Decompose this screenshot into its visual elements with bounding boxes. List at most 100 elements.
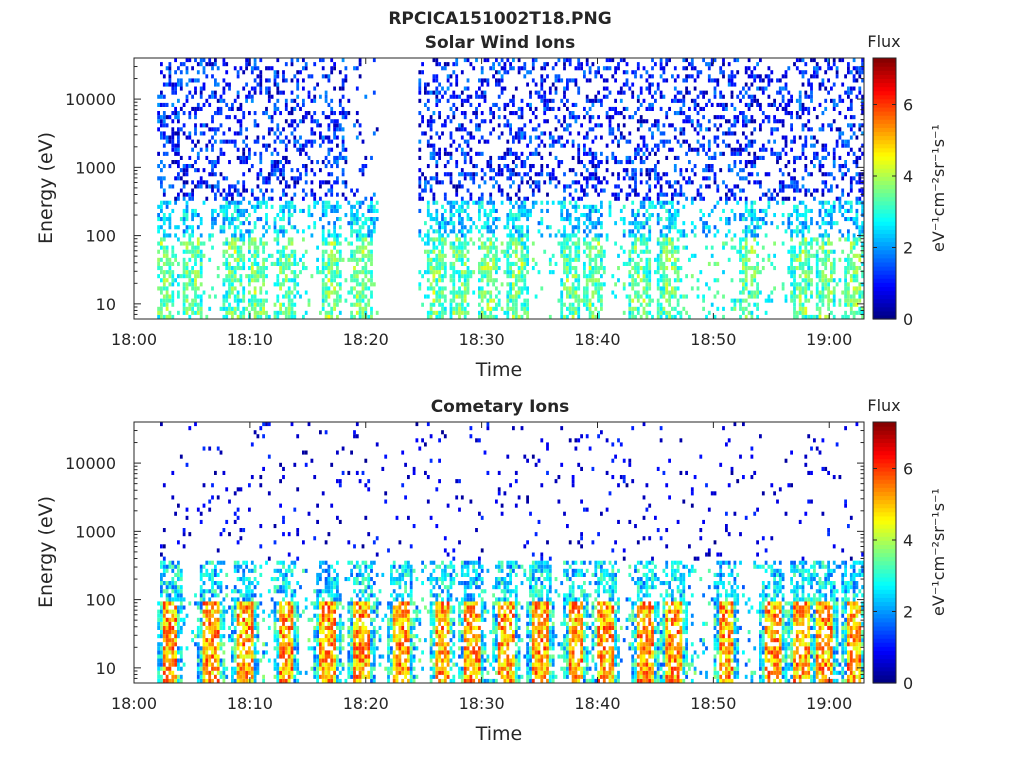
flux-cell bbox=[160, 237, 163, 242]
flux-cell bbox=[744, 233, 748, 238]
flux-cell bbox=[608, 208, 612, 213]
flux-cell bbox=[174, 82, 177, 87]
flux-cell bbox=[353, 278, 356, 283]
flux-cell bbox=[801, 221, 805, 226]
flux-cell bbox=[324, 274, 328, 279]
flux-cell bbox=[435, 102, 439, 107]
flux-cell bbox=[336, 200, 339, 205]
flux-cell bbox=[287, 266, 291, 271]
flux-cell bbox=[214, 217, 217, 222]
flux-cell bbox=[608, 200, 612, 205]
flux-cell bbox=[639, 221, 643, 226]
flux-cell bbox=[588, 147, 592, 152]
flux-cell bbox=[554, 78, 558, 83]
flux-cell bbox=[594, 151, 598, 156]
flux-cell bbox=[449, 278, 453, 283]
flux-cell bbox=[199, 310, 203, 315]
flux-cell bbox=[696, 278, 700, 283]
flux-cell bbox=[426, 278, 430, 283]
flux-cell bbox=[231, 282, 234, 287]
flux-cell bbox=[304, 266, 308, 271]
flux-cell bbox=[767, 66, 771, 71]
flux-cell bbox=[540, 164, 544, 169]
flux-cell bbox=[804, 213, 808, 218]
flux-cell bbox=[174, 257, 177, 262]
flux-cell bbox=[722, 102, 725, 107]
flux-cell bbox=[293, 180, 297, 185]
flux-cell bbox=[353, 266, 356, 271]
flux-cell bbox=[747, 249, 751, 254]
flux-cell bbox=[475, 106, 478, 111]
flux-cell bbox=[526, 82, 529, 87]
flux-cell bbox=[208, 58, 212, 63]
flux-cell bbox=[194, 106, 197, 111]
flux-cell bbox=[424, 176, 427, 181]
flux-cell bbox=[568, 261, 572, 266]
flux-cell bbox=[725, 192, 728, 197]
flux-cell bbox=[713, 176, 717, 181]
flux-cell bbox=[284, 204, 288, 209]
flux-cell bbox=[563, 233, 566, 238]
flux-cell bbox=[296, 86, 300, 91]
flux-cell bbox=[299, 257, 302, 262]
flux-cell bbox=[256, 249, 260, 254]
flux-cell bbox=[162, 249, 166, 254]
flux-cell bbox=[233, 245, 237, 250]
flux-cell bbox=[594, 70, 598, 75]
flux-cell bbox=[750, 274, 754, 279]
flux-cell bbox=[509, 176, 512, 181]
flux-cell bbox=[645, 237, 649, 242]
flux-cell bbox=[509, 245, 512, 250]
flux-cell bbox=[671, 290, 674, 295]
flux-cell bbox=[324, 261, 328, 266]
flux-cell bbox=[441, 225, 444, 230]
flux-cell bbox=[551, 176, 555, 181]
flux-cell bbox=[710, 208, 714, 213]
flux-cell bbox=[716, 278, 720, 283]
flux-cell bbox=[214, 172, 217, 177]
flux-cell bbox=[761, 119, 765, 124]
flux-cell bbox=[730, 188, 734, 193]
flux-cell bbox=[259, 237, 263, 242]
flux-cell bbox=[426, 314, 430, 319]
flux-cell bbox=[685, 274, 688, 279]
flux-cell bbox=[361, 164, 365, 169]
flux-cell bbox=[690, 66, 694, 71]
flux-cell bbox=[804, 278, 808, 283]
flux-cell bbox=[290, 131, 294, 136]
flux-cell bbox=[372, 131, 376, 136]
flux-cell bbox=[517, 58, 521, 63]
flux-cell bbox=[355, 86, 359, 91]
flux-cell bbox=[188, 257, 192, 262]
flux-cell bbox=[668, 229, 671, 234]
flux-cell bbox=[804, 282, 808, 287]
flux-cell bbox=[722, 270, 725, 275]
flux-cell bbox=[316, 119, 319, 124]
flux-cell bbox=[338, 310, 342, 315]
flux-cell bbox=[174, 115, 177, 120]
flux-cell bbox=[222, 62, 226, 67]
flux-cell bbox=[446, 221, 450, 226]
flux-cell bbox=[767, 94, 771, 99]
flux-cell bbox=[614, 221, 617, 226]
flux-cell bbox=[577, 257, 581, 262]
flux-cell bbox=[304, 192, 308, 197]
flux-cell bbox=[781, 119, 785, 124]
flux-cell bbox=[730, 151, 734, 156]
flux-cell bbox=[478, 286, 481, 291]
flux-cell bbox=[594, 208, 598, 213]
flux-cell bbox=[767, 102, 771, 107]
flux-cell bbox=[441, 290, 444, 295]
flux-cell bbox=[290, 58, 294, 63]
flux-cell bbox=[594, 123, 598, 128]
flux-cell bbox=[449, 261, 453, 266]
flux-cell bbox=[472, 270, 476, 275]
flux-cell bbox=[517, 290, 521, 295]
flux-cell bbox=[699, 127, 703, 132]
flux-cell bbox=[520, 237, 524, 242]
flux-cell bbox=[182, 123, 186, 128]
flux-cell bbox=[455, 82, 459, 87]
flux-cell bbox=[214, 294, 217, 299]
flux-cell bbox=[225, 310, 229, 315]
flux-cell bbox=[773, 286, 776, 291]
